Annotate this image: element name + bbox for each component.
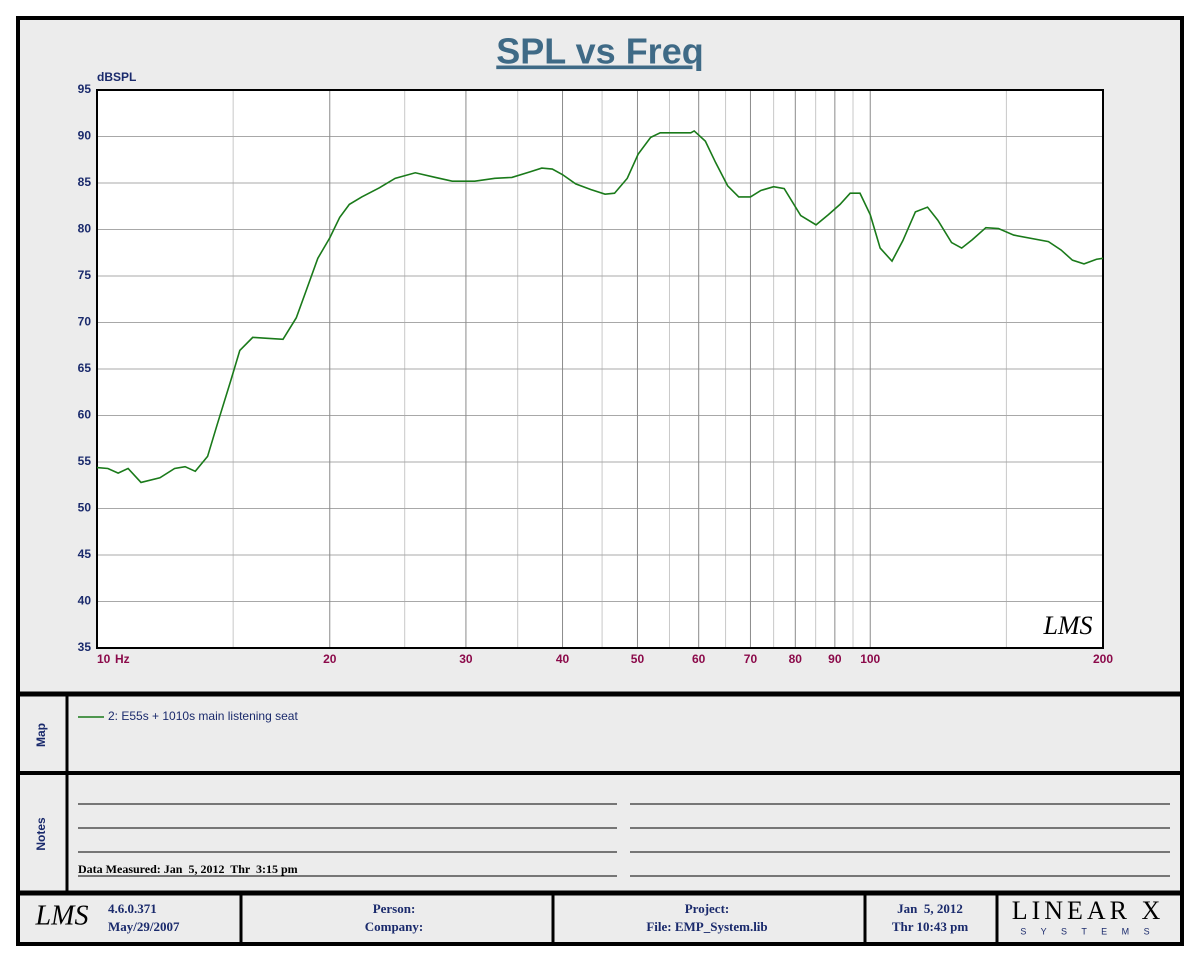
y-tick-label: 75 [78, 268, 92, 282]
company: Company: [365, 919, 424, 934]
legend-label: 2: E55s + 1010s main listening seat [108, 709, 298, 723]
y-tick-label: 55 [78, 454, 92, 468]
y-tick-label: 50 [78, 501, 92, 515]
person: Person: [373, 901, 416, 916]
x-tick-label: 40 [556, 652, 570, 666]
y-tick-label: 90 [78, 129, 92, 143]
version-date: May/29/2007 [108, 919, 180, 934]
notes-label: Notes [34, 817, 48, 851]
y-tick-label: 65 [78, 361, 92, 375]
y-tick-label: 80 [78, 222, 92, 236]
y-tick-label: 85 [78, 175, 92, 189]
version: 4.6.0.371 [108, 901, 157, 916]
map-label: Map [34, 723, 48, 747]
y-tick-label: 60 [78, 408, 92, 422]
x-tick-label: 70 [744, 652, 758, 666]
brand-sub: S Y S T E M S [1020, 926, 1155, 936]
x-tick-label: 200 [1093, 652, 1113, 666]
y-axis-label: dBSPL [97, 70, 136, 84]
data-line [96, 129, 1104, 484]
plot-border [96, 89, 1104, 649]
x-tick-label: 100 [860, 652, 880, 666]
x-tick-label: 50 [631, 652, 645, 666]
y-tick-label: 95 [78, 82, 92, 96]
x-unit-label: Hz [115, 652, 130, 666]
brand: LINEAR X [1012, 896, 1165, 925]
data-measured: Data Measured: Jan 5, 2012 Thr 3:15 pm [78, 862, 298, 876]
file: File: EMP_System.lib [646, 919, 767, 934]
y-tick-label: 35 [78, 640, 92, 654]
x-tick-label: 90 [828, 652, 842, 666]
x-tick-label: 10 [97, 652, 111, 666]
project: Project: [685, 901, 730, 916]
x-tick-label: 20 [323, 652, 337, 666]
x-tick-label: 30 [459, 652, 473, 666]
watermark: LMS [1042, 611, 1092, 640]
x-tick-label: 80 [789, 652, 803, 666]
x-tick-label: 60 [692, 652, 706, 666]
footer-logo: LMS [35, 900, 89, 931]
y-tick-label: 70 [78, 315, 92, 329]
y-tick-label: 40 [78, 594, 92, 608]
date: Jan 5, 2012 [897, 901, 963, 916]
time: Thr 10:43 pm [892, 919, 968, 934]
y-tick-label: 45 [78, 547, 92, 561]
chart-title: SPL vs Freq [496, 31, 703, 72]
